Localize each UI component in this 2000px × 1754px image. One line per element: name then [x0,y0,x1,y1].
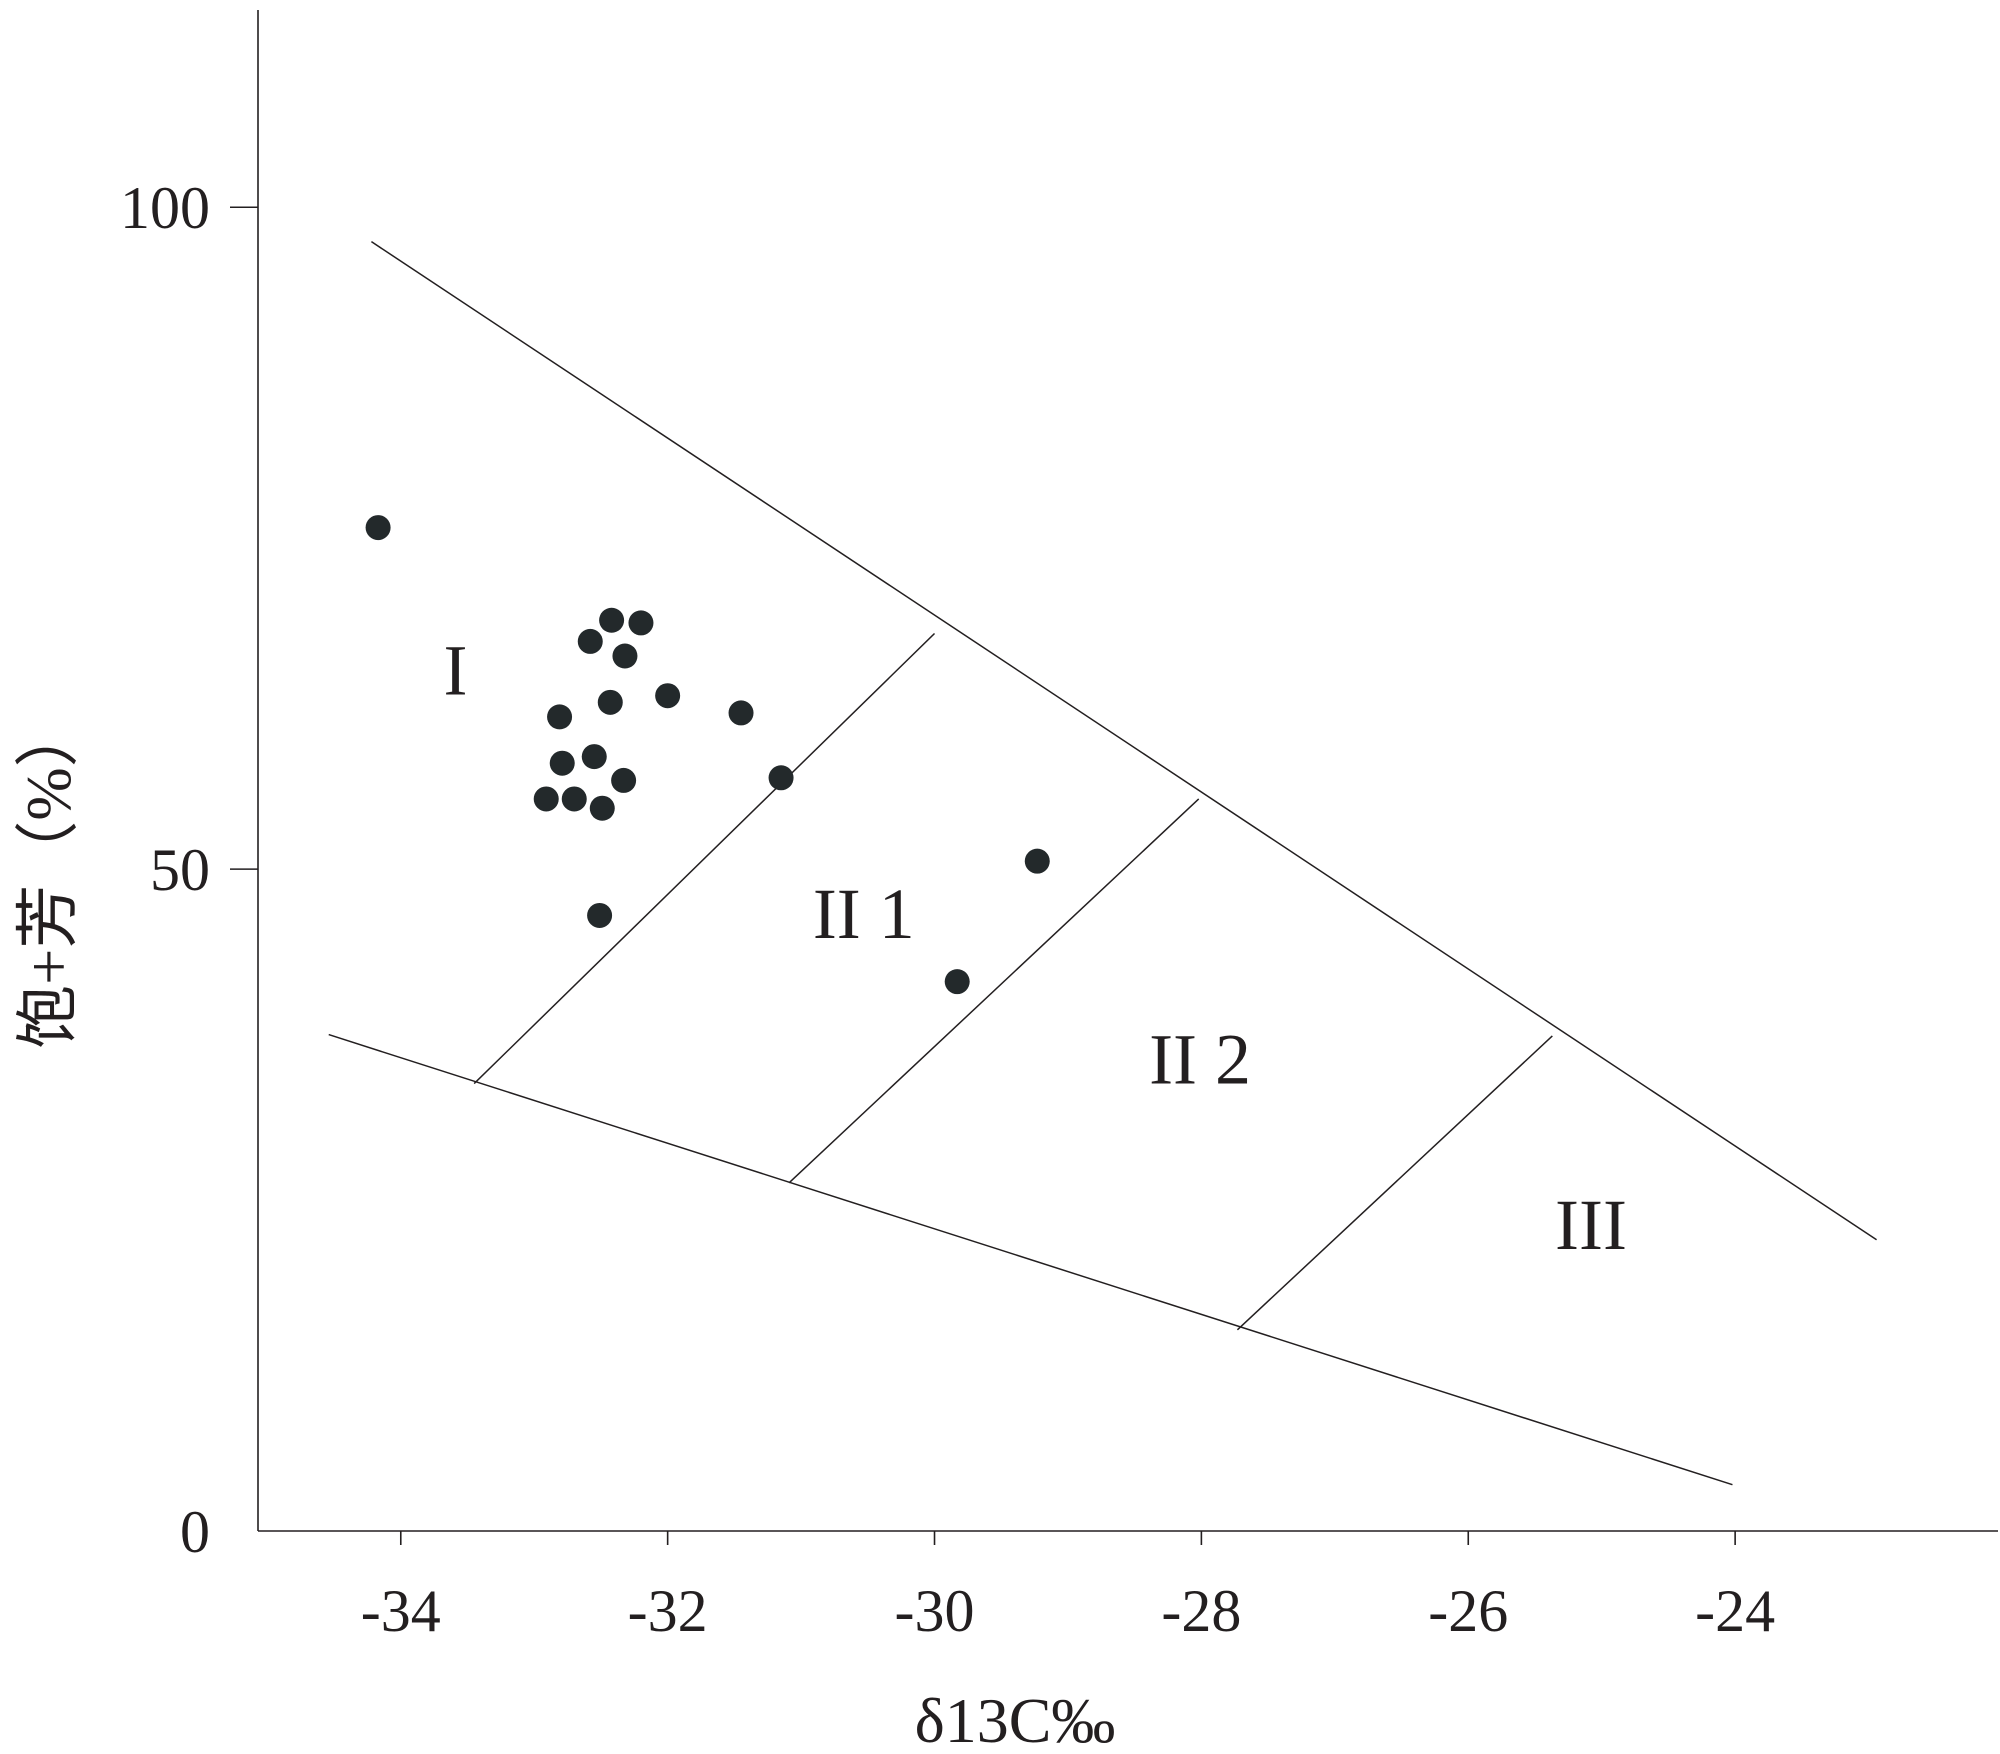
y-tick-label: 50 [150,837,210,903]
data-point [365,515,391,541]
boundary-line-2 [328,1033,1733,1486]
boundary-lines [328,241,1877,1486]
data-point [655,683,681,709]
y-axis-ticks: 0 50 100 [120,175,258,1565]
boundary-line-1 [371,241,1877,1241]
x-axis-ticks: -34 -32 -30 -28 -26 -24 [361,1531,1775,1644]
data-point [599,607,625,633]
x-axis-title: δ13C‰ [915,1685,1116,1754]
x-tick-label: -26 [1428,1578,1508,1644]
data-point [612,643,638,669]
data-point [561,786,587,812]
x-tick-label: -32 [628,1578,708,1644]
region-label: II 1 [813,874,915,954]
y-tick-label: 100 [120,175,210,241]
data-point [597,689,623,715]
data-point [577,628,603,654]
data-point [611,767,637,793]
data-point [549,750,575,776]
data-point [728,700,754,726]
y-axis-title: 饱+芳（%） [13,703,84,1048]
x-tick-label: -24 [1695,1578,1775,1644]
data-point [1024,848,1050,874]
data-point [628,610,654,636]
data-point [589,795,615,821]
data-point [587,902,613,928]
x-tick-label: -28 [1161,1578,1241,1644]
data-points [365,515,1050,995]
region-label: II 2 [1149,1020,1251,1100]
region-label: III [1555,1185,1627,1265]
region-label: I [443,630,467,710]
boundary-line-4 [788,798,1200,1184]
region-labels: I II 1 II 2 III [443,630,1626,1265]
boundary-line-5 [1236,1035,1553,1331]
y-tick-label: 0 [180,1499,210,1565]
data-point [768,765,794,791]
data-point [581,744,607,770]
data-point [533,786,559,812]
x-tick-label: -34 [361,1578,441,1644]
x-tick-label: -30 [895,1578,975,1644]
data-point [944,969,970,995]
data-point [547,704,573,730]
boundary-line-3 [473,632,936,1085]
